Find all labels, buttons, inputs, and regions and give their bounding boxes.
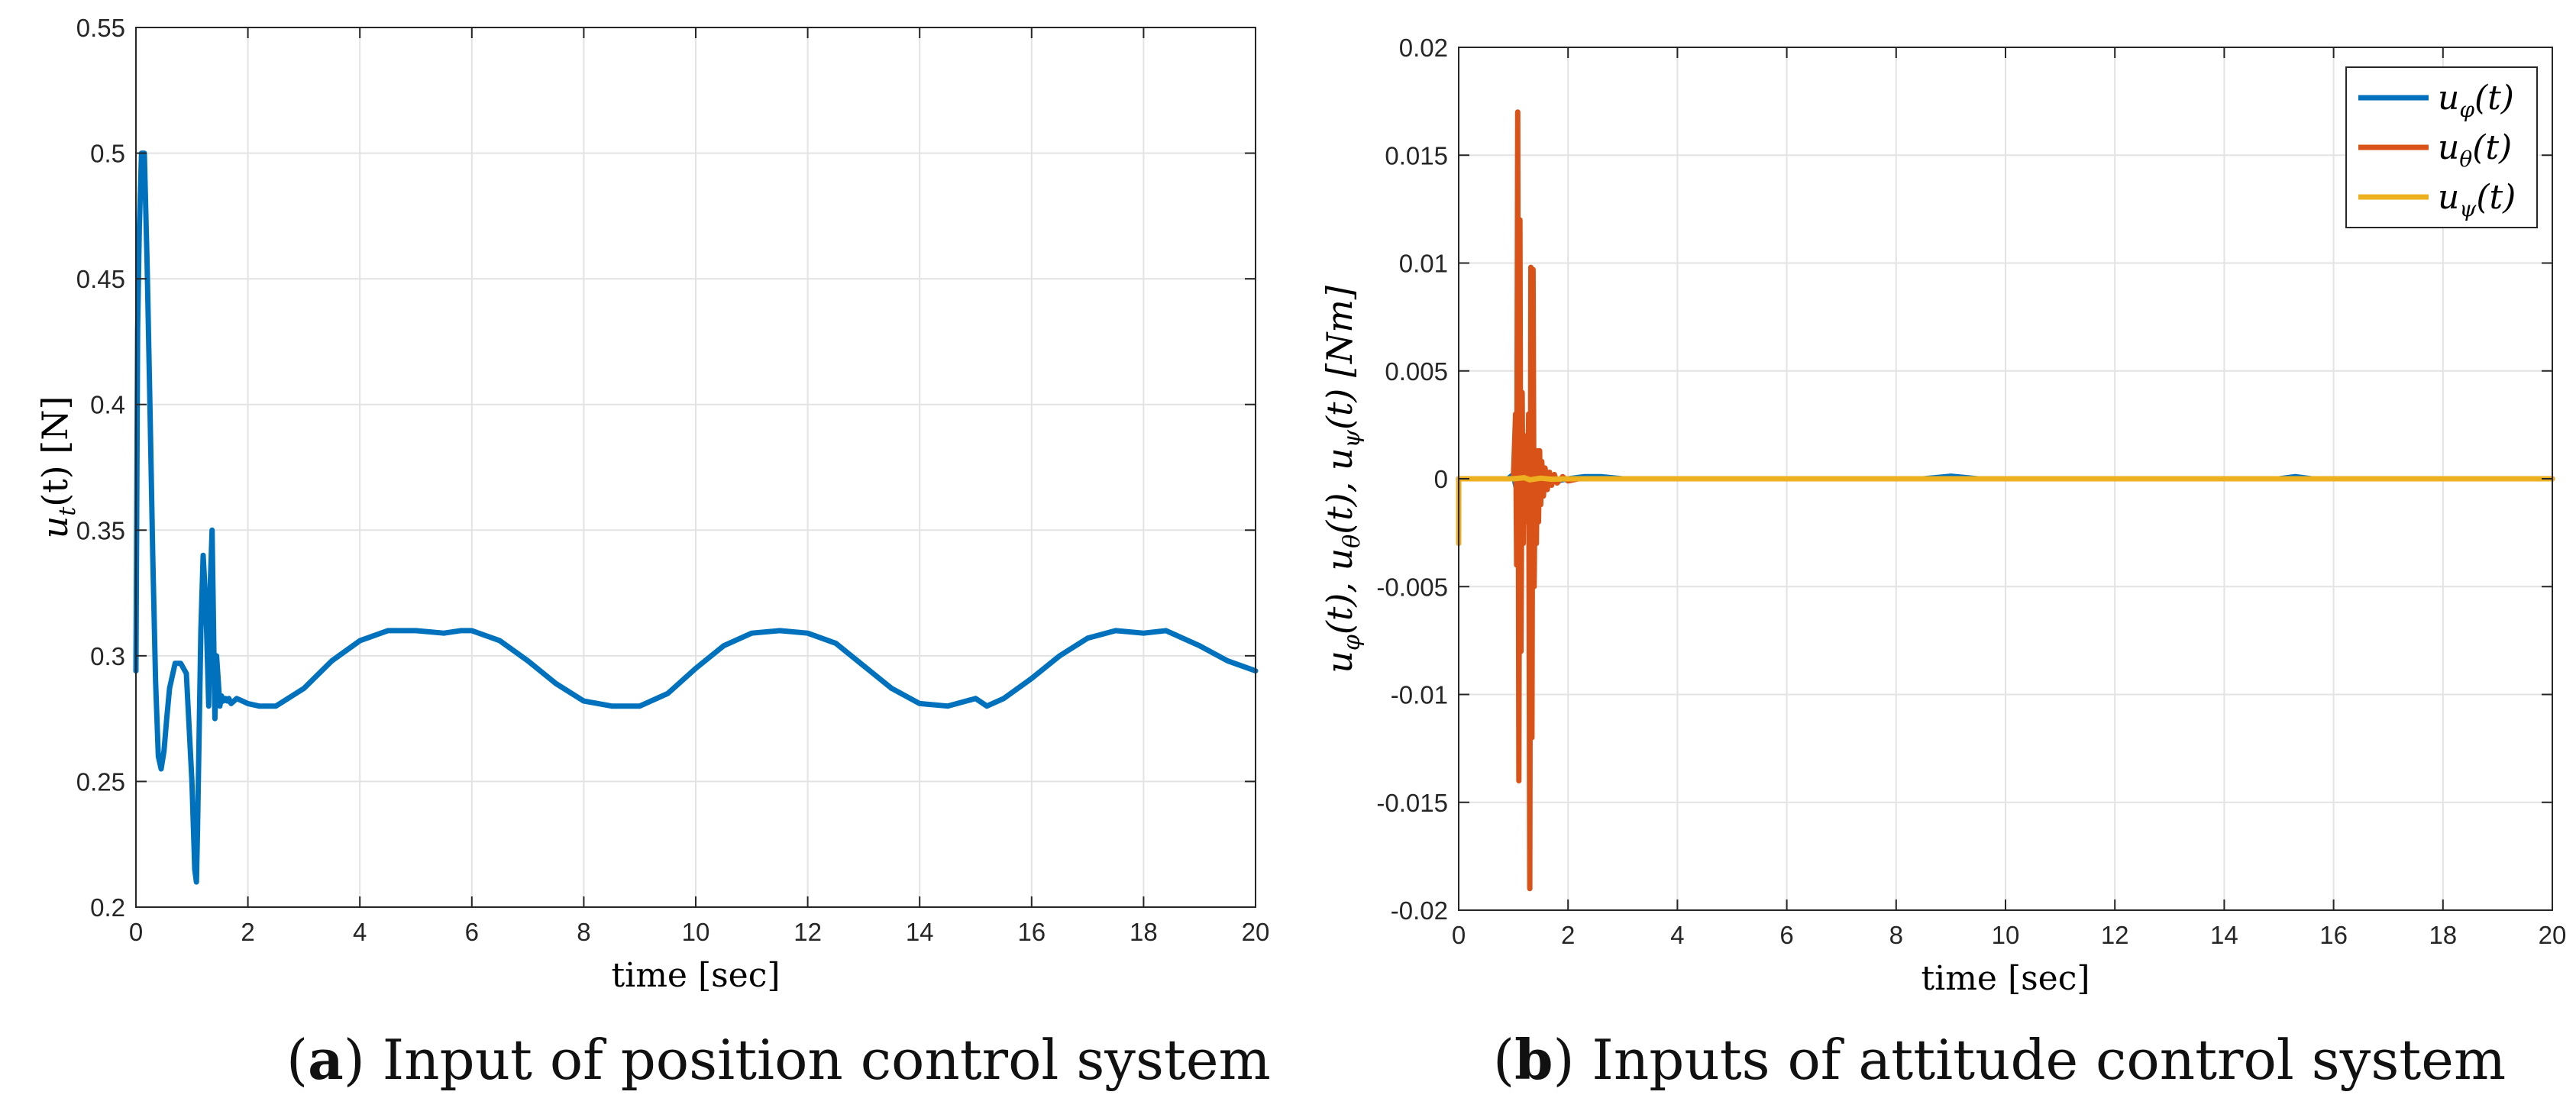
- chart-b-x-tick-labels: 0 2 4 6 8 10 12 14 16 18 20: [1452, 921, 2567, 949]
- chart-a-x-tick-label: 16: [1017, 918, 1046, 946]
- chart-b-y-tick-label: 0.02: [1399, 34, 1448, 62]
- chart-a-y-tick-label: 0.55: [76, 14, 125, 42]
- chart-b-y-tick-label: -0.005: [1376, 573, 1448, 601]
- legend-label-u-phi: u: [2438, 79, 2459, 118]
- chart-a-x-tick-label: 18: [1130, 918, 1158, 946]
- chart-b-x-tick-label: 20: [2539, 921, 2567, 949]
- chart-b-legend: uφ(t) uθ(t) uψ(t): [2345, 66, 2538, 228]
- chart-a-y-tick-label: 0.35: [76, 516, 125, 544]
- svg-text:uψ(t): uψ(t): [2438, 178, 2516, 221]
- chart-b-x-tick-label: 2: [1561, 921, 1575, 949]
- chart-b-x-tick-label: 18: [2429, 921, 2457, 949]
- chart-a-x-tick-label: 2: [241, 918, 254, 946]
- chart-b-x-tick-label: 4: [1670, 921, 1684, 949]
- chart-a-x-tick-label: 20: [1242, 918, 1270, 946]
- chart-a-y-tick-label: 0.25: [76, 767, 125, 796]
- chart-b-x-tick-label: 12: [2101, 921, 2129, 949]
- chart-a-x-tick-labels: 0 2 4 6 8 10 12 14 16 18 20: [129, 918, 1270, 946]
- chart-a-x-axis-label: time [sec]: [611, 956, 780, 995]
- chart-b-x-tick-label: 14: [2210, 921, 2238, 949]
- chart-b-x-tick-label: 8: [1889, 921, 1903, 949]
- chart-b-x-tick-label: 6: [1779, 921, 1793, 949]
- chart-a-x-tick-label: 12: [793, 918, 822, 946]
- legend-label-u-theta: u: [2438, 128, 2459, 167]
- legend-entry-u-psi: uψ(t): [2358, 178, 2516, 221]
- chart-b: 0 2 4 6 8 10 12 14 16 18 20 -0.02 -0.015 -0.01 -0.005…: [1319, 34, 2566, 998]
- chart-b-y-tick-label: -0.01: [1391, 681, 1448, 709]
- chart-a-series: [133, 150, 1259, 885]
- chart-a: 0 2 4 6 8 10 12 14 16 18 20 0.20.250.30.350.40.450…: [34, 14, 1269, 995]
- chart-a-y-tick-label: 0.3: [90, 642, 125, 670]
- chart-a-ticks: [135, 27, 1256, 908]
- chart-b-x-axis-label: time [sec]: [1921, 959, 2090, 998]
- chart-a-x-tick-label: 14: [906, 918, 934, 946]
- chart-a-series-line-0: [133, 150, 1259, 885]
- chart-a-x-tick-label: 10: [682, 918, 710, 946]
- legend-label-u-psi: u: [2438, 178, 2459, 217]
- svg-text:uφ(t): uφ(t): [2438, 79, 2514, 122]
- chart-b-y-tick-label: 0: [1434, 465, 1448, 493]
- chart-b-y-tick-label: 0.015: [1385, 141, 1448, 170]
- chart-b-x-tick-label: 10: [1992, 921, 2020, 949]
- chart-b-y-axis-label: uφ(t), uθ(t), uψ(t) [Nm]: [1319, 286, 1366, 673]
- chart-a-x-tick-label: 0: [129, 918, 143, 946]
- chart-a-y-tick-label: 0.45: [76, 265, 125, 293]
- chart-a-x-tick-label: 6: [465, 918, 479, 946]
- chart-a-x-tick-label: 8: [577, 918, 590, 946]
- chart-a-y-tick-label: 0.2: [90, 893, 125, 922]
- chart-a-y-tick-labels: 0.2 0.25 0.3 0.35 0.4 0.45 0.5 0.55: [76, 14, 125, 922]
- svg-text:uθ(t): uθ(t): [2438, 128, 2512, 172]
- chart-b-y-tick-label: -0.02: [1391, 896, 1448, 925]
- caption-a: (a) Input of position control system: [286, 1027, 1271, 1092]
- chart-b-y-tick-labels: -0.02 -0.015 -0.01 -0.005 0 0.005 0.01 0.015 0.0…: [1376, 34, 1448, 925]
- caption-b: (b) Inputs of attitude control system: [1493, 1027, 2507, 1092]
- chart-a-y-axis-label: ut(t) [N]: [34, 396, 81, 539]
- chart-b-x-tick-label: 16: [2319, 921, 2348, 949]
- chart-b-y-tick-label: -0.015: [1376, 789, 1448, 817]
- chart-b-y-tick-label: 0.01: [1399, 250, 1448, 278]
- chart-a-y-tick-label: 0.4: [90, 391, 125, 419]
- chart-b-ticks: [1458, 47, 2553, 911]
- chart-a-y-tick-label: 0.5: [90, 140, 125, 168]
- legend-entry-u-phi: uφ(t): [2358, 79, 2514, 122]
- legend-entry-u-theta: uθ(t): [2358, 128, 2512, 172]
- chart-b-y-tick-label: 0.005: [1385, 357, 1448, 386]
- chart-b-x-tick-label: 0: [1452, 921, 1466, 949]
- chart-a-x-tick-label: 4: [353, 918, 367, 946]
